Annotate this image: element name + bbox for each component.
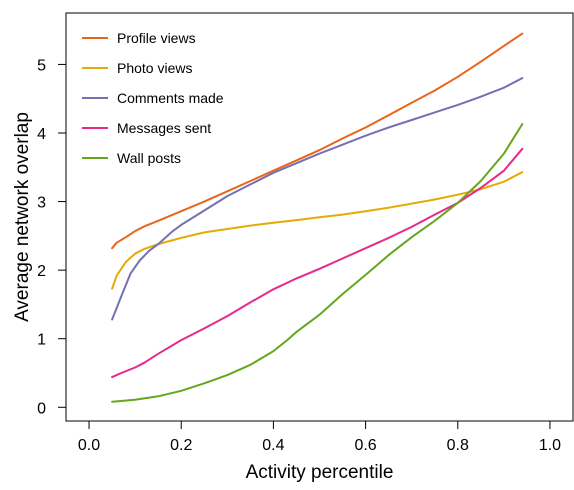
plot-frame (65, 12, 574, 422)
y-axis: 0 1 2 3 4 5 (37, 57, 66, 417)
legend-label: Comments made (117, 90, 224, 106)
y-tick-label: 5 (37, 57, 46, 74)
x-tick-label: 0.2 (170, 437, 192, 454)
x-tick-label: 1.0 (539, 437, 561, 454)
y-axis-label: Average network overlap (12, 112, 33, 322)
x-tick-label: 0.4 (262, 437, 284, 454)
y-tick-label: 4 (37, 126, 46, 143)
legend-label: Profile views (117, 30, 196, 46)
y-tick-label: 0 (37, 400, 46, 417)
series-line-4 (111, 123, 524, 403)
series-line-0 (111, 32, 524, 250)
x-axis-label: Activity percentile (246, 462, 394, 483)
legend-label: Wall posts (117, 150, 181, 166)
legend-label: Photo views (117, 60, 192, 76)
y-tick-label: 1 (37, 332, 46, 349)
x-tick-label: 0.8 (447, 437, 469, 454)
series-line-2 (111, 77, 524, 321)
legend: Profile views Photo views Comments made Mes… (82, 30, 224, 166)
x-tick-label: 0.0 (78, 437, 100, 454)
x-axis: 0.0 0.2 0.4 0.6 0.8 1.0 (78, 421, 561, 454)
series-lines (111, 32, 524, 403)
series-line-1 (111, 171, 524, 290)
y-tick-label: 2 (37, 263, 46, 280)
legend-label: Messages sent (117, 120, 211, 136)
series-line-3 (111, 147, 524, 379)
y-tick-label: 3 (37, 195, 46, 212)
x-tick-label: 0.6 (354, 437, 376, 454)
